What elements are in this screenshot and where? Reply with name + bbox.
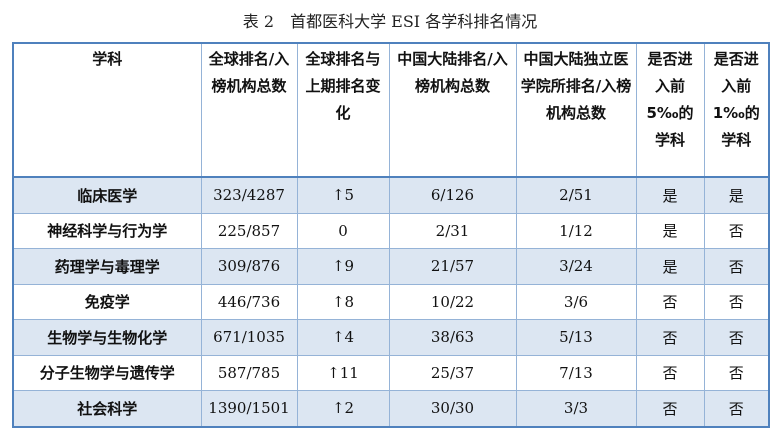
table-row: 生物学与生物化学 671/1035 ↑4 38/63 5/13 否否 (12, 319, 770, 356)
table-head: 学科 全球排名/入榜机构总数 全球排名与上期排名变化 中国大陆排名/入榜机构总数 中国大… (12, 42, 770, 178)
header-cell: 全球排名/入榜机构总数 (200, 42, 298, 178)
subject-cell: 免疫学 (12, 283, 202, 320)
table-row: 神经科学与行为学 225/857 0 2/31 1/12 是否 (12, 212, 770, 249)
value-cell: 否 (635, 319, 705, 356)
value-cell: 446/736 (200, 283, 298, 320)
value-cell: 2/31 (388, 212, 517, 249)
value-cell: 587/785 (200, 354, 298, 391)
value-cell: 38/63 (388, 319, 517, 356)
value-cell: ↑4 (296, 319, 390, 356)
value-cell: 0 (296, 212, 390, 249)
value-cell: 7/13 (515, 354, 637, 391)
subject-cell: 药理学与毒理学 (12, 248, 202, 285)
value-cell: 3/6 (515, 283, 637, 320)
value-cell: ↑2 (296, 390, 390, 427)
subject-cell: 分子生物学与遗传学 (12, 354, 202, 391)
table-title: 表 2 首都医科大学 ESI 各学科排名情况 (242, 12, 538, 31)
value-cell: 是 (635, 212, 705, 249)
header-cell: 是否进入前 5‰的学科 (635, 42, 705, 178)
value-cell: 是 (703, 176, 770, 214)
value-cell: 225/857 (200, 212, 298, 249)
subject-cell: 社会科学 (12, 390, 202, 427)
value-cell: 1/12 (515, 212, 637, 249)
value-cell: 323/4287 (200, 176, 298, 214)
value-cell: 否 (635, 354, 705, 391)
value-cell: 671/1035 (200, 319, 298, 356)
value-cell: ↑9 (296, 248, 390, 285)
value-cell: 5/13 (515, 319, 637, 356)
value-cell: ↑8 (296, 283, 390, 320)
value-cell: 否 (635, 390, 705, 427)
header-row: 学科 全球排名/入榜机构总数 全球排名与上期排名变化 中国大陆排名/入榜机构总数 中国大… (12, 42, 770, 178)
value-cell: 30/30 (388, 390, 517, 427)
header-cell: 是否进入前 1‰的学科 (703, 42, 770, 178)
subject-cell: 临床医学 (12, 176, 202, 214)
value-cell: 2/51 (515, 176, 637, 214)
value-cell: 是 (635, 248, 705, 285)
ranking-table: 学科 全球排名/入榜机构总数 全球排名与上期排名变化 中国大陆排名/入榜机构总数 中国大… (12, 42, 770, 428)
value-cell: 3/24 (515, 248, 637, 285)
value-cell: 10/22 (388, 283, 517, 320)
header-cell: 学科 (12, 42, 202, 178)
value-cell: 21/57 (388, 248, 517, 285)
header-cell: 全球排名与上期排名变化 (296, 42, 390, 178)
value-cell: 25/37 (388, 354, 517, 391)
value-cell: ↑11 (296, 354, 390, 391)
subject-cell: 神经科学与行为学 (12, 212, 202, 249)
header-cell: 中国大陆排名/入榜机构总数 (388, 42, 517, 178)
header-cell: 中国大陆独立医学院所排名/入榜机构总数 (515, 42, 637, 178)
value-cell: 否 (703, 319, 770, 356)
table-row: 药理学与毒理学 309/876 ↑9 21/57 3/24 是否 (12, 248, 770, 285)
table-row: 社会科学 1390/1501 ↑2 30/30 3/3 否否 (12, 390, 770, 427)
value-cell: 否 (635, 283, 705, 320)
value-cell: 否 (703, 354, 770, 391)
value-cell: 是 (635, 176, 705, 214)
table-row: 临床医学 323/4287 ↑5 6/126 2/51 是是 (12, 176, 770, 214)
value-cell: 否 (703, 212, 770, 249)
table-row: 分子生物学与遗传学 587/785 ↑11 25/37 7/13 否否 (12, 354, 770, 391)
value-cell: 3/3 (515, 390, 637, 427)
value-cell: 309/876 (200, 248, 298, 285)
table-row: 免疫学 446/736 ↑8 10/22 3/6 否否 (12, 283, 770, 320)
value-cell: 否 (703, 390, 770, 427)
table-body: 临床医学 323/4287 ↑5 6/126 2/51 是是神经科学与行为学 225/857… (12, 176, 770, 427)
value-cell: ↑5 (296, 176, 390, 214)
value-cell: 否 (703, 248, 770, 285)
value-cell: 6/126 (388, 176, 517, 214)
value-cell: 否 (703, 283, 770, 320)
subject-cell: 生物学与生物化学 (12, 319, 202, 356)
value-cell: 1390/1501 (200, 390, 298, 427)
